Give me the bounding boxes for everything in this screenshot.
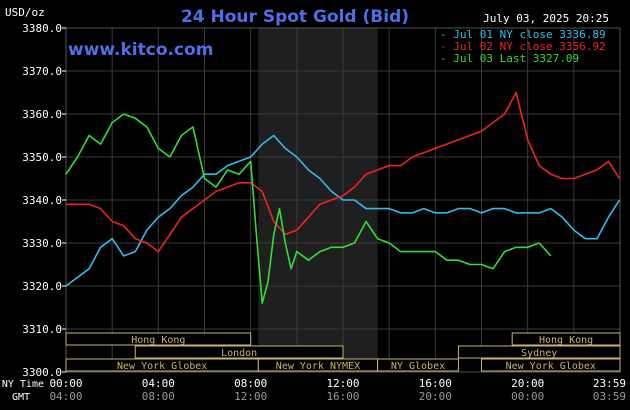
legend-jul03-label: Jul 03 Last 3327.09: [453, 52, 579, 65]
x-tick-label-ny-6: 23:59: [593, 377, 626, 390]
x-tick-label-gmt-5: 00:00: [511, 390, 544, 403]
legend-jul02: - Jul 02 NY close 3356.92: [440, 40, 606, 53]
series-line-2: [65, 113, 552, 305]
session-label-2: London: [221, 348, 257, 359]
x-tick-label-gmt-1: 08:00: [142, 390, 175, 403]
session-label-4: New York Globex: [117, 361, 207, 372]
x-tick-label-ny-1: 04:00: [142, 377, 175, 390]
y-tick-label-4: 3340.0: [22, 194, 62, 207]
x-tick-label-ny-4: 16:00: [419, 377, 452, 390]
y-tick-label-1: 3310.0: [22, 323, 62, 336]
timestamp: July 03, 2025 20:25: [483, 12, 609, 25]
legend: - Jul 01 NY close 3336.89 - Jul 02 NY cl…: [440, 28, 606, 65]
session-box-0: [65, 332, 252, 346]
y-axis-unit: USD/oz: [5, 6, 45, 19]
x-tick-label-ny-2: 08:00: [234, 377, 267, 390]
session-box-1: [511, 332, 621, 346]
x-tick-label-ny-5: 20:00: [511, 377, 544, 390]
series-line-1: [66, 91, 621, 253]
chart-title: 24 Hour Spot Gold (Bid): [181, 7, 409, 27]
y-tick-label-7: 3370.0: [22, 65, 62, 78]
y-tick-label-2: 3320.0: [22, 280, 62, 293]
session-label-5: New York NYMEX: [276, 361, 360, 372]
y-tick-label-3: 3330.0: [22, 237, 62, 250]
series-line-0: [65, 134, 621, 287]
legend-jul02-label: Jul 02 NY close 3356.92: [453, 40, 605, 53]
brand-watermark: www.kitco.com: [68, 40, 213, 60]
x-tick-label-ny-3: 12:00: [326, 377, 359, 390]
legend-jul01-dash: -: [440, 28, 447, 41]
session-box-2: [134, 345, 344, 359]
x-tick-label-gmt-0: 04:00: [49, 390, 82, 403]
x-tick-label-ny-0: 00:00: [49, 377, 82, 390]
session-label-3: Sydney: [521, 348, 557, 359]
session-label-7: New York Globex: [506, 361, 596, 372]
y-tick-label-6: 3360.0: [22, 108, 62, 121]
price-series: [65, 91, 621, 305]
legend-jul03: - Jul 03 Last 3327.09: [440, 52, 579, 65]
legend-jul01-label: Jul 01 NY close 3336.89: [453, 28, 605, 41]
session-box-3: [457, 345, 621, 359]
session-box-6: [377, 358, 459, 372]
x-tick-label-gmt-6: 03:59: [593, 390, 626, 403]
x-tick-label-gmt-4: 20:00: [419, 390, 452, 403]
session-label-6: NY Globex: [391, 361, 445, 372]
grid-lines: [65, 27, 621, 373]
x-caption-ny-time: NY Time: [2, 379, 44, 390]
y-axis: 3300.0 3310.0 3320.0 3330.0 3340.0 3350.0 3360…: [22, 22, 66, 379]
x-caption-gmt: GMT: [12, 392, 30, 403]
y-tick-label-0: 3300.0: [22, 366, 62, 379]
market-sessions: Hong Kong Hong Kong London Sydney New York G…: [65, 332, 621, 372]
session-box-7: [481, 358, 621, 372]
legend-jul02-dash: -: [440, 40, 447, 53]
x-axis: 00:0004:0004:0008:0008:0012:0012:0016:00…: [49, 377, 626, 403]
session-label-1: Hong Kong: [539, 335, 593, 346]
x-tick-label-gmt-3: 16:00: [326, 390, 359, 403]
x-tick-label-gmt-2: 12:00: [234, 390, 267, 403]
session-label-0: Hong Kong: [131, 335, 185, 346]
y-tick-label-5: 3350.0: [22, 151, 62, 164]
y-tick-label-8: 3380.0: [22, 22, 62, 35]
legend-jul03-dash: -: [440, 52, 447, 65]
legend-jul01: - Jul 01 NY close 3336.89: [440, 28, 606, 41]
